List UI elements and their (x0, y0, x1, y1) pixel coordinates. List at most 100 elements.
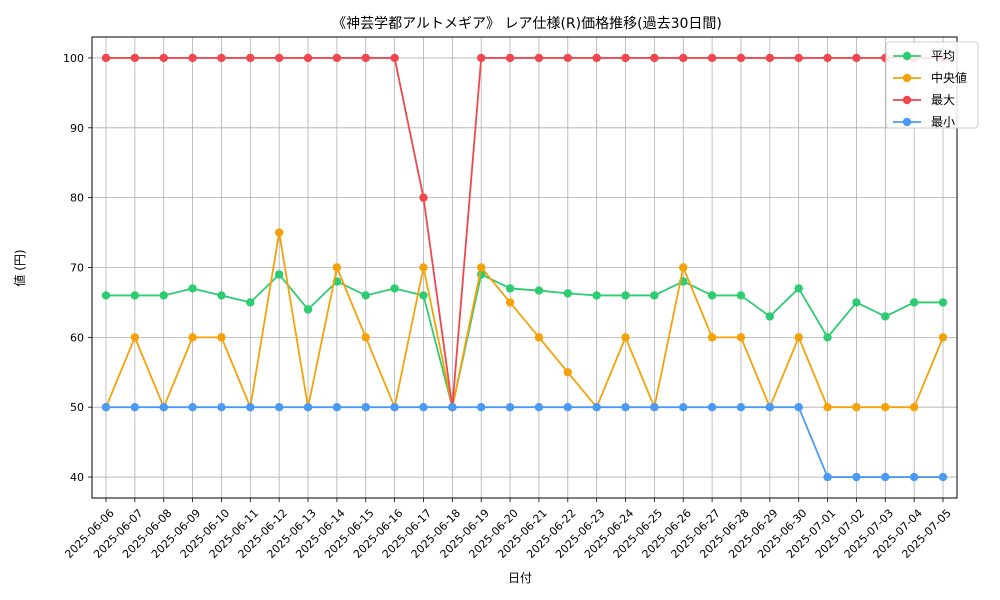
data-point (130, 402, 140, 412)
y-tick-label: 60 (70, 331, 84, 344)
chart-title: 《神芸学都アルトメギア》 レア仕様(R)価格推移(過去30日間) (332, 16, 722, 32)
data-point (448, 402, 457, 412)
data-point (188, 402, 197, 412)
data-point (159, 53, 168, 63)
series-line (106, 273, 943, 409)
data-point (246, 402, 255, 412)
data-point (159, 291, 168, 300)
data-point (881, 402, 890, 412)
series-2 (101, 53, 948, 412)
data-point (505, 298, 515, 307)
y-tick-label: 80 (70, 192, 84, 205)
legend-item: 平均 (893, 49, 955, 63)
data-point (188, 333, 197, 342)
legend-label: 最大 (931, 93, 955, 107)
data-point (938, 298, 948, 307)
data-point (707, 402, 717, 412)
y-tick-label: 50 (70, 401, 84, 414)
data-point (794, 284, 803, 293)
data-point (130, 53, 140, 63)
data-point (938, 472, 948, 482)
data-point (592, 402, 601, 412)
data-point (707, 333, 717, 342)
data-point (736, 53, 746, 63)
legend-label: 最小 (931, 115, 955, 129)
data-point (823, 53, 832, 63)
data-point (303, 402, 313, 412)
data-point (188, 53, 197, 63)
data-point (650, 291, 659, 300)
series-3 (101, 402, 948, 482)
data-point (534, 402, 544, 412)
data-point (765, 312, 775, 321)
data-point (332, 263, 342, 272)
data-point (909, 298, 919, 307)
legend-item: 最小 (893, 115, 955, 129)
legend-label: 中央値 (931, 70, 967, 85)
data-point (332, 402, 342, 412)
x-axis-label: 日付 (508, 571, 532, 585)
data-point (650, 402, 659, 412)
data-point (592, 291, 601, 300)
data-point (361, 402, 370, 412)
legend-box (885, 41, 979, 129)
data-point (679, 53, 688, 63)
data-point (361, 333, 370, 342)
data-point (390, 284, 399, 293)
data-point (794, 53, 803, 63)
y-tick-label: 90 (70, 122, 84, 135)
data-point (823, 402, 832, 412)
series-line (106, 57, 943, 409)
legend-marker (902, 51, 912, 61)
data-point (217, 53, 226, 63)
y-tick-label: 40 (70, 471, 84, 484)
data-point (505, 402, 515, 412)
legend-marker (902, 73, 912, 83)
data-point (852, 298, 861, 307)
data-point (563, 368, 572, 377)
data-point (823, 333, 832, 342)
data-point (477, 402, 486, 412)
data-point (852, 402, 861, 412)
data-point (274, 53, 284, 63)
data-point (794, 402, 803, 412)
data-point (534, 333, 544, 342)
data-point (621, 402, 630, 412)
data-point (101, 291, 111, 300)
data-point (217, 291, 226, 300)
legend-marker (902, 117, 912, 127)
data-point (477, 263, 486, 272)
data-point (419, 263, 428, 272)
data-point (419, 402, 428, 412)
data-point (130, 291, 140, 300)
data-point (274, 270, 284, 279)
data-point (707, 53, 717, 63)
y-tick-label: 100 (63, 52, 84, 65)
data-point (246, 53, 255, 63)
series-line (106, 406, 943, 478)
data-point (650, 53, 659, 63)
data-point (621, 291, 630, 300)
data-point (505, 53, 515, 63)
data-point (419, 193, 428, 202)
y-axis-label: 値 (円) (12, 249, 27, 286)
data-point (852, 472, 861, 482)
data-point (881, 472, 890, 482)
data-point (332, 53, 342, 63)
legend-item: 中央値 (893, 70, 967, 85)
data-point (881, 312, 890, 321)
data-point (390, 53, 399, 63)
data-point (477, 53, 486, 63)
data-point (361, 53, 370, 63)
data-point (823, 472, 832, 482)
data-point (534, 53, 544, 63)
y-tick-label: 70 (70, 262, 84, 275)
data-point (736, 402, 746, 412)
data-point (274, 402, 284, 412)
data-point (707, 291, 717, 300)
data-point (794, 333, 803, 342)
series-0 (101, 270, 948, 412)
data-point (852, 53, 861, 63)
